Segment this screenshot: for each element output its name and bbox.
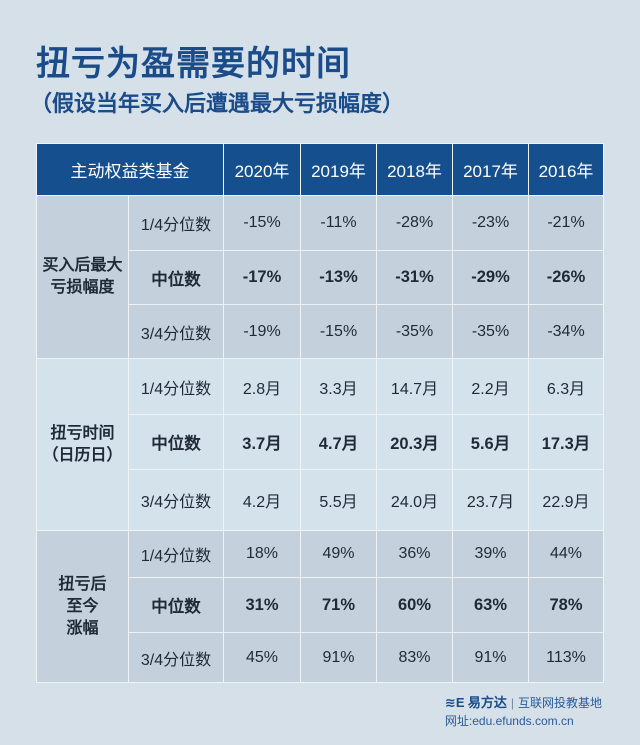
table-row: 3/4分位数 4.2月 5.5月 24.0月 23.7月 22.9月: [37, 469, 604, 531]
table-cell: 78%: [528, 577, 604, 633]
table-cell: 18%: [223, 530, 301, 578]
table-cell: 49%: [300, 530, 377, 578]
section-label-line: 扭亏后: [58, 575, 107, 593]
table-cell: 5.6月: [452, 414, 529, 470]
table-cell: -15%: [300, 304, 377, 359]
row-label: 1/4分位数: [128, 530, 224, 578]
brand-name: 易方达: [467, 695, 507, 710]
efunds-logo-icon: ≋E: [444, 695, 465, 710]
row-label: 中位数: [128, 577, 224, 633]
table-cell: -31%: [376, 250, 453, 305]
table-cell: 4.7月: [300, 414, 377, 470]
table-cell: -15%: [223, 195, 301, 251]
table-cell: 31%: [223, 577, 301, 633]
row-label: 3/4分位数: [128, 304, 224, 359]
table-cell: 5.5月: [300, 469, 377, 531]
table-row: 买入后最大 亏损幅度 1/4分位数 -15% -11% -28% -23% -21%: [36, 195, 604, 359]
table-cell: 3.7月: [223, 414, 301, 470]
table-cell: 23.7月: [452, 469, 529, 531]
section-label: 扭亏时间 （日历日）: [36, 358, 129, 531]
data-table: 主动权益类基金 2020年 2019年 2018年 2017年 2016年 买入…: [36, 143, 604, 683]
section-label-line: 扭亏时间: [50, 424, 115, 442]
row-label: 3/4分位数: [128, 632, 224, 683]
section-label-line: （日历日）: [42, 446, 123, 464]
page-subtitle: （假设当年买入后遭遇最大亏损幅度）: [30, 91, 405, 116]
table-cell: 2.8月: [223, 358, 301, 415]
section-label: 扭亏后 至今 涨幅: [36, 530, 129, 683]
table-cell: 22.9月: [528, 469, 604, 531]
table-cell: -23%: [452, 195, 529, 251]
row-label: 1/4分位数: [128, 195, 224, 251]
header-year: 2020年: [223, 143, 301, 196]
table-row: 中位数 31% 71% 60% 63% 78%: [37, 577, 604, 633]
table-row: 3/4分位数 45% 91% 83% 91% 113%: [37, 632, 604, 683]
section-label: 买入后最大 亏损幅度: [36, 195, 129, 359]
table-cell: -21%: [528, 195, 604, 251]
table-cell: 91%: [300, 632, 377, 683]
page-title: 扭亏为盈需要的时间: [36, 45, 351, 83]
table-row: 扭亏后 至今 涨幅 1/4分位数 18% 49% 36% 39% 44%: [36, 530, 604, 683]
table-cell: -19%: [223, 304, 301, 359]
table-row: 中位数 -17% -13% -31% -29% -26%: [37, 250, 604, 305]
row-label: 中位数: [128, 250, 224, 305]
table-cell: -35%: [452, 304, 529, 359]
section-label-line: 至今: [66, 597, 99, 615]
row-label: 3/4分位数: [128, 469, 224, 531]
table-cell: 60%: [376, 577, 453, 633]
table-cell: 3.3月: [300, 358, 377, 415]
table-cell: 83%: [376, 632, 453, 683]
table-cell: 45%: [223, 632, 301, 683]
table-row: 扭亏时间 （日历日） 1/4分位数 2.8月 3.3月 14.7月 2.2月 6.3月: [36, 358, 604, 531]
header-year: 2016年: [528, 143, 604, 196]
website: 网址:edu.efunds.com.cn: [444, 714, 574, 728]
header-year: 2017年: [452, 143, 529, 196]
table-cell: 2.2月: [452, 358, 529, 415]
table-cell: 14.7月: [376, 358, 453, 415]
table-cell: 36%: [376, 530, 453, 578]
row-label: 1/4分位数: [128, 358, 224, 415]
table-cell: -17%: [223, 250, 301, 305]
table-cell: 91%: [452, 632, 529, 683]
section-label-line: 涨幅: [66, 619, 99, 637]
table-cell: -35%: [376, 304, 453, 359]
table-cell: 44%: [528, 530, 604, 578]
table-cell: 63%: [452, 577, 529, 633]
table-row: 3/4分位数 -19% -15% -35% -35% -34%: [37, 304, 604, 359]
table-cell: -11%: [300, 195, 377, 251]
section-label-line: 买入后最大: [42, 257, 123, 274]
header-year: 2018年: [376, 143, 453, 196]
table-cell: -26%: [528, 250, 604, 305]
table-cell: 6.3月: [528, 358, 604, 415]
table-cell: 17.3月: [528, 414, 604, 470]
tagline: 互联网投教基地: [517, 696, 602, 710]
table-cell: 71%: [300, 577, 377, 633]
header-year: 2019年: [300, 143, 377, 196]
footer: ≋E 易方达 | 互联网投教基地 网址:edu.efunds.com.cn: [445, 694, 602, 730]
table-cell: 20.3月: [376, 414, 453, 470]
row-label: 中位数: [128, 414, 224, 470]
header-row: 主动权益类基金 2020年 2019年 2018年 2017年 2016年: [36, 143, 604, 196]
divider: |: [510, 696, 514, 710]
table-cell: -28%: [376, 195, 453, 251]
table-cell: -34%: [528, 304, 604, 359]
table-cell: 24.0月: [376, 469, 453, 531]
table-cell: 113%: [528, 632, 604, 683]
header-corner: 主动权益类基金: [36, 143, 224, 196]
table-row: 中位数 3.7月 4.7月 20.3月 5.6月 17.3月: [37, 414, 604, 470]
table-cell: -13%: [300, 250, 377, 305]
table-cell: -29%: [452, 250, 529, 305]
table-cell: 4.2月: [223, 469, 301, 531]
section-label-line: 亏损幅度: [50, 279, 115, 296]
table-cell: 39%: [452, 530, 529, 578]
